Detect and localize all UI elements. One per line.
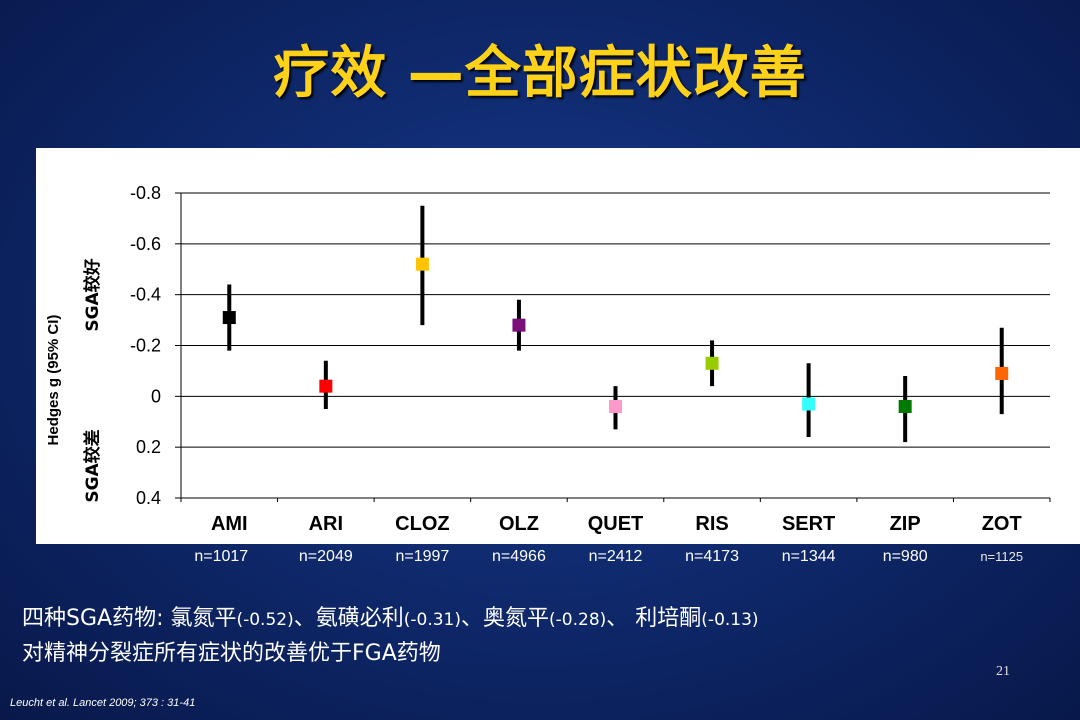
clozapine-effect: (-0.52) [236, 610, 294, 630]
summary-text-part: 、氨磺必利 [293, 606, 404, 631]
n-label-ari: n=2049 [298, 548, 353, 565]
n-label-quet: n=2412 [588, 548, 643, 565]
y-tick-label: -0.6 [130, 234, 161, 254]
point-zot [995, 366, 1009, 380]
x-label-cloz: CLOZ [395, 513, 449, 535]
point-ami [222, 311, 236, 325]
x-label-quet: QUET [588, 513, 644, 535]
summary-text-part: 、奥氮平 [461, 606, 550, 631]
forest-plot: -0.8 -0.6 -0.4 -0.2 0 0.2 0.4 AMI ARI CLOZ OLZ QUE… [45, 183, 1051, 535]
n-label-ris: n=4173 [685, 548, 739, 565]
chart-panel: -0.8 -0.6 -0.4 -0.2 0 0.2 0.4 AMI ARI CLOZ OLZ QUE… [36, 148, 1080, 544]
summary-line-2: 对精神分裂症所有症状的改善优于FGA药物 [22, 641, 441, 666]
summary-text-part: 、 利培酮 [606, 606, 702, 631]
point-quet [609, 400, 622, 413]
y-tick-label: -0.8 [130, 183, 161, 203]
n-label-zip: n=980 [882, 548, 928, 565]
point-cloz [415, 257, 429, 271]
y-lower-label: SGA较差 [82, 429, 103, 502]
slide-title: 疗效 —全部症状改善 [273, 41, 807, 106]
y-tick-label: 0.4 [136, 488, 161, 508]
x-label-sert: SERT [782, 513, 835, 535]
citation: Leucht et al. Lancet 2009; 373 : 31-41 [10, 697, 196, 709]
risperidone-effect: (-0.13) [701, 610, 759, 630]
n-label-olz: n=4966 [492, 548, 546, 565]
y-tick-label: 0 [151, 386, 161, 406]
summary-text: 四种SGA药物: 氯氮平(-0.52)、氨磺必利(-0.31)、奥氮平(-0.2… [22, 602, 759, 671]
n-label-ami: n=1017 [194, 548, 249, 565]
y-tick-label: 0.2 [136, 437, 161, 457]
y-upper-label: SGA较好 [82, 258, 103, 331]
y-tick-label: -0.2 [130, 336, 161, 356]
x-label-ari: ARI [309, 513, 343, 535]
x-label-zip: ZIP [890, 513, 921, 535]
x-label-ris: RIS [695, 513, 728, 535]
point-ari [319, 379, 333, 393]
point-zip [898, 400, 912, 413]
x-label-olz: OLZ [499, 513, 539, 535]
amisulpride-effect: (-0.31) [403, 610, 462, 630]
summary-text-part: 四种SGA药物: 氯氮平 [22, 606, 237, 631]
point-olz [512, 318, 526, 332]
summary-line-1: 四种SGA药物: 氯氮平(-0.52)、氨磺必利(-0.31)、奥氮平(-0.2… [22, 602, 759, 637]
n-label-zot: n=1125 [980, 549, 1024, 564]
x-label-ami: AMI [211, 513, 248, 535]
n-label-sert: n=1344 [781, 548, 836, 565]
point-sert [802, 397, 816, 411]
olanzapine-effect: (-0.28) [549, 610, 607, 630]
point-ris [705, 356, 719, 370]
x-label-zot: ZOT [982, 513, 1022, 535]
y-axis-title: Hedges g (95% CI) [45, 315, 62, 446]
n-label-cloz: n=1997 [395, 548, 450, 565]
page-number: 21 [996, 664, 1010, 679]
y-tick-label: -0.4 [130, 285, 161, 305]
